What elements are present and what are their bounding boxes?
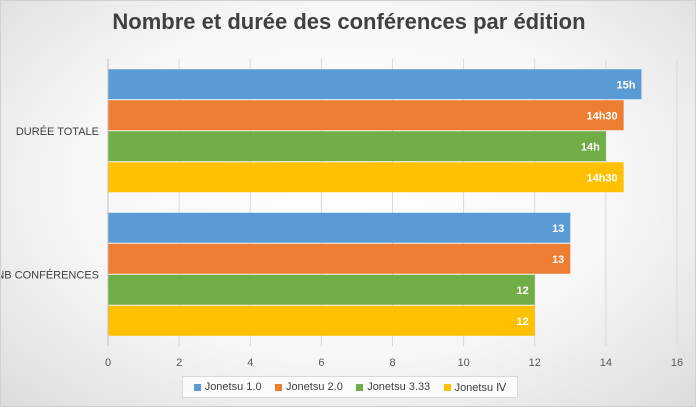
category-label: NB CONFÉRENCES bbox=[1, 268, 99, 281]
bar bbox=[108, 162, 624, 193]
x-tick-label: 14 bbox=[600, 357, 612, 369]
x-tick-label: 0 bbox=[105, 357, 111, 369]
bar bbox=[108, 69, 642, 100]
bar bbox=[108, 243, 571, 274]
legend-swatch bbox=[443, 383, 451, 391]
bar bbox=[108, 212, 571, 243]
bar-data-label: 13 bbox=[552, 254, 564, 266]
legend-item: Jonetsu 1.0 bbox=[193, 381, 262, 393]
legend-swatch bbox=[274, 383, 282, 391]
x-tick-label: 8 bbox=[389, 357, 395, 369]
bar bbox=[108, 305, 535, 336]
x-tick-label: 4 bbox=[247, 357, 253, 369]
x-tick-label: 6 bbox=[318, 357, 324, 369]
bar-data-label: 14h30 bbox=[586, 110, 617, 122]
bar bbox=[108, 274, 535, 305]
bar-data-label: 12 bbox=[517, 316, 529, 328]
legend-label: Jonetsu 3.33 bbox=[367, 381, 431, 393]
bar bbox=[108, 131, 606, 162]
chart-legend: Jonetsu 1.0 Jonetsu 2.0 Jonetsu 3.33 Jonets… bbox=[182, 376, 518, 398]
x-tick-label: 2 bbox=[176, 357, 182, 369]
chart-title: Nombre et durée des conférences par édit… bbox=[112, 9, 586, 34]
legend-swatch bbox=[356, 383, 364, 391]
bar-data-label: 14h bbox=[581, 141, 600, 153]
bar bbox=[108, 100, 624, 131]
bar-data-label: 13 bbox=[552, 223, 564, 235]
x-tick-label: 16 bbox=[671, 357, 683, 369]
bar-data-label: 12 bbox=[517, 285, 529, 297]
legend-item: Jonetsu 3.33 bbox=[356, 381, 430, 393]
category-label: DURÉE TOTALE bbox=[16, 125, 99, 138]
x-tick-label: 10 bbox=[458, 357, 470, 369]
bar-data-label: 15h bbox=[616, 79, 635, 91]
legend-item: Jonetsu Ⅳ bbox=[443, 381, 507, 394]
x-tick-label: 12 bbox=[529, 357, 541, 369]
legend-swatch bbox=[193, 383, 201, 391]
legend-label: Jonetsu 1.0 bbox=[204, 381, 262, 393]
legend-label: Jonetsu 2.0 bbox=[285, 381, 343, 393]
legend-label: Jonetsu Ⅳ bbox=[454, 381, 507, 394]
bar-data-label: 14h30 bbox=[586, 172, 617, 184]
legend-item: Jonetsu 2.0 bbox=[274, 381, 343, 393]
